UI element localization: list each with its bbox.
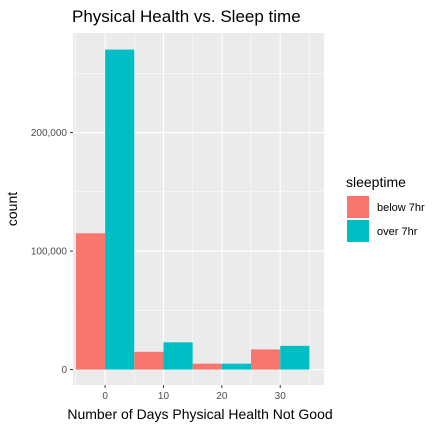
bar-over-7hr-30 <box>280 345 310 370</box>
x-tick-label: 20 <box>216 391 228 402</box>
bar-below-7hr-30 <box>251 349 281 370</box>
bar-below-7hr-20 <box>192 363 222 370</box>
legend-label-over-7hr: over 7hr <box>377 226 418 238</box>
y-tick-label: 200,000 <box>31 128 68 139</box>
y-axis-title: count <box>4 192 20 226</box>
bar-below-7hr-10 <box>134 351 164 370</box>
legend: sleeptime below 7hr over 7hr <box>346 174 425 242</box>
chart-title: Physical Health vs. Sleep time <box>72 7 301 26</box>
x-tick-label: 10 <box>158 391 170 402</box>
y-tick-label: 100,000 <box>31 247 68 258</box>
bar-below-7hr-0 <box>75 233 106 370</box>
x-axis: 0 10 20 30 <box>102 385 286 402</box>
y-tick-label: 0 <box>61 365 67 376</box>
x-tick-label: 30 <box>275 391 287 402</box>
bar-over-7hr-10 <box>163 342 193 370</box>
y-axis: 0 100,000 200,000 <box>31 128 73 376</box>
legend-title: sleeptime <box>346 174 406 190</box>
bar-over-7hr-20 <box>221 363 252 370</box>
x-tick-label: 0 <box>102 391 108 402</box>
legend-label-below-7hr: below 7hr <box>377 202 425 214</box>
legend-key-below-7hr <box>347 196 369 218</box>
bar-over-7hr-0 <box>105 49 135 370</box>
bars <box>75 49 310 370</box>
x-axis-title: Number of Days Physical Health Not Good <box>67 406 332 422</box>
legend-key-over-7hr <box>347 220 369 242</box>
